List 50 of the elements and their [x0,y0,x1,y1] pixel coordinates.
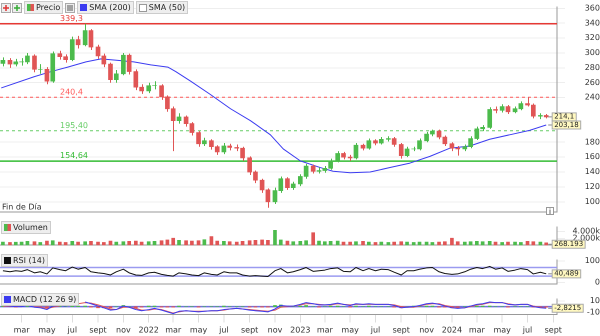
y-tick-label: 360 [584,3,600,12]
legend-label: Volumen [13,223,48,232]
legend-label: RSI (14) [13,256,45,265]
y-tick-label: 180 [584,137,600,146]
legend-label: SMA (50) [148,3,186,12]
x-tick-label: sept [89,325,107,334]
y-tick-label: 160 [584,152,600,162]
x-tick-label: nov [419,325,434,334]
x-tick-label: 2024 [442,325,462,334]
x-tick-label: may [38,325,56,334]
y-tick-label: 10 [590,296,600,305]
y-tick-label: 0 [594,278,600,287]
annotation: Fin de Día [2,202,42,212]
x-tick-label: jul [370,325,380,334]
x-tick-label: 2022 [138,325,159,334]
x-tick-label: nov [268,325,283,334]
ref-line-label: 154,64 [60,151,88,160]
x-tick-label: may [190,325,208,334]
x-tick-label: jul [522,325,532,334]
y-tick-label: 140 [584,167,600,176]
x-tick-label: sept [240,325,258,334]
ref-line-label: 195,40 [60,120,88,130]
x-tick-label: jul [218,325,229,334]
x-tick-label: nov [116,325,131,334]
y-tick-label: 280 [584,62,600,72]
x-tick-label: may [341,325,360,334]
y-tick-label: 120 [584,182,600,191]
ref-line-label: 240,4 [60,87,83,96]
x-tick-label: mar [316,325,334,334]
legend-label: MACD (12 26 9) [13,295,76,304]
x-tick-label: mar [165,325,182,334]
x-tick-label: sept [392,325,410,334]
y-tick-label: 4.000k [572,226,600,236]
x-tick-label: may [493,325,512,334]
x-tick-label: jul [66,325,78,334]
y-tick-label: 300 [584,48,600,58]
x-tick-label: 2023 [290,325,310,334]
y-tick-label: 100 [584,256,600,266]
legend-label: Precio [36,3,60,12]
y-tick-label: 320 [584,33,600,42]
y-tick-label: -10 [586,308,600,317]
x-tick-label: mar [468,325,486,334]
y-tick-label: 240 [584,92,600,102]
y-tick-label: 340 [584,18,600,28]
y-tick-label: 260 [584,78,600,87]
y-tick-label: 100 [584,196,600,206]
x-tick-label: mar [14,325,30,334]
legend-label: SMA (200) [89,3,131,12]
ref-line-label: 339,3 [60,14,83,23]
x-tick-label: sept [544,325,562,334]
